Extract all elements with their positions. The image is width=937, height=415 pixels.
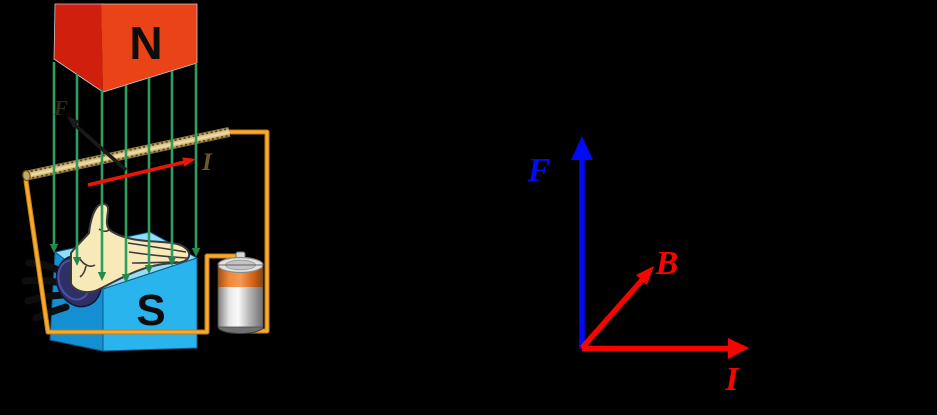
field-line-arrowheads bbox=[49, 244, 201, 283]
vector-field-label: B bbox=[655, 245, 679, 282]
battery-outline bbox=[217, 264, 264, 328]
palm bbox=[70, 202, 191, 294]
vector-current-label: I bbox=[724, 361, 740, 398]
vector-current: I bbox=[582, 338, 749, 398]
force-arrow-shaft bbox=[73, 123, 128, 172]
vector-field-shaft bbox=[579, 277, 646, 350]
battery-band bbox=[218, 268, 263, 287]
magnet-north-outline bbox=[53, 3, 198, 93]
vector-current-arrowhead bbox=[728, 338, 749, 359]
vector-force-arrowhead bbox=[571, 136, 593, 160]
vector-force: F bbox=[527, 136, 593, 349]
rod-end-cap bbox=[22, 170, 31, 182]
vector-force-label: F bbox=[527, 152, 551, 189]
magnet-north-side-face bbox=[54, 4, 103, 92]
current-arrow-shaft bbox=[87, 160, 186, 187]
apparatus-force-label: F bbox=[53, 96, 68, 120]
vector-field: B bbox=[579, 245, 679, 350]
apparatus-force-arrow: F bbox=[53, 96, 128, 172]
force-arrowhead bbox=[67, 116, 80, 129]
apparatus-current-arrow: I bbox=[87, 149, 213, 187]
current-arrowhead bbox=[182, 157, 196, 167]
battery bbox=[217, 251, 264, 334]
apparatus-current-label: I bbox=[201, 149, 213, 176]
apparatus-illustration: N S bbox=[21, 3, 270, 352]
magnet-north: N bbox=[53, 3, 198, 93]
vector-diagram: F B I bbox=[527, 136, 749, 398]
vector-field-arrowhead bbox=[636, 266, 654, 285]
wire-left bbox=[24, 179, 240, 334]
north-pole-label: N bbox=[129, 17, 162, 69]
finger-lines bbox=[79, 228, 188, 278]
south-pole-label: S bbox=[136, 286, 165, 335]
